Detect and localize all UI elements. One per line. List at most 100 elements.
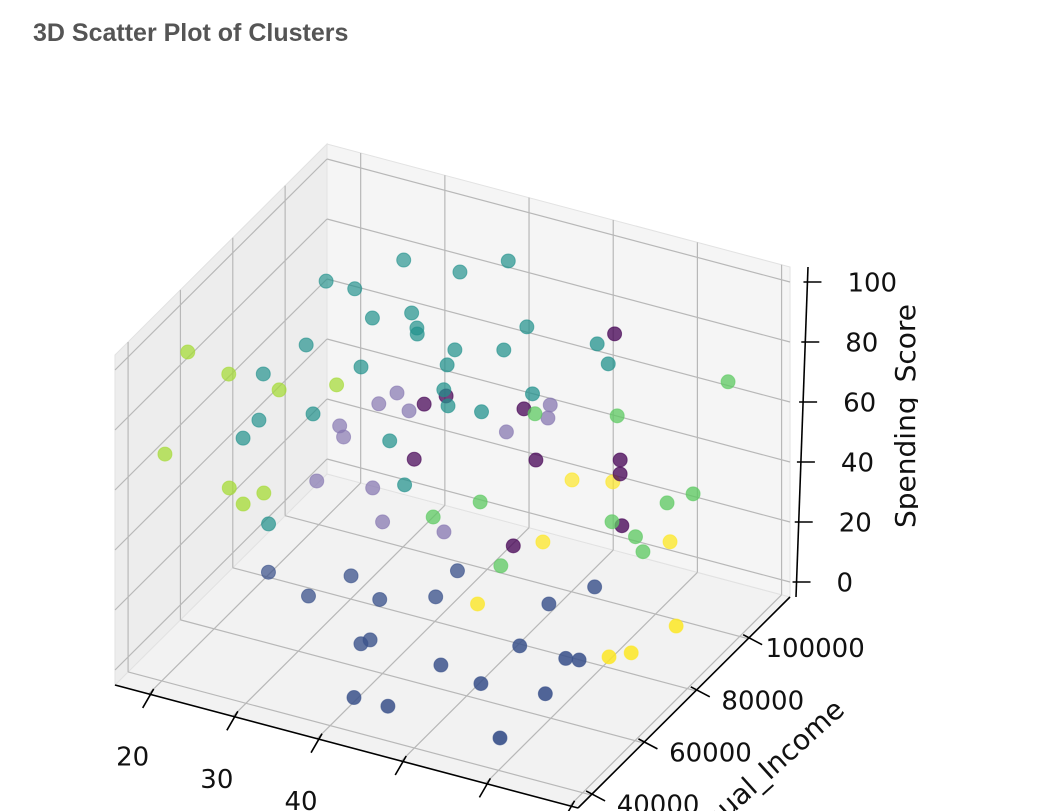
grid-line (148, 482, 362, 695)
point (409, 326, 425, 342)
point (396, 252, 412, 268)
point (428, 589, 444, 605)
point (180, 344, 196, 360)
y-tick (638, 738, 658, 750)
point (601, 649, 617, 665)
point (607, 326, 623, 342)
point (260, 564, 276, 580)
point (439, 357, 455, 373)
grid-line (400, 549, 614, 762)
z-tick-label: 40 (841, 449, 874, 479)
z-label-clip: Spending_Score (889, 304, 922, 528)
point (300, 588, 316, 604)
y-tick (742, 633, 763, 646)
chart-title: 3D Scatter Plot of Clusters (33, 19, 348, 47)
point (505, 538, 521, 554)
x-tick-label: 20 (116, 742, 149, 772)
grid-line (326, 278, 791, 403)
point (473, 676, 489, 692)
point (635, 544, 651, 560)
point (372, 591, 388, 607)
point (406, 451, 422, 467)
point (380, 698, 396, 714)
z-axis-label: Spending_Score (889, 304, 922, 528)
point (343, 568, 359, 584)
grid-line (127, 671, 592, 796)
y-tick-label: 60000 (669, 738, 752, 768)
point (449, 563, 465, 579)
grid-line (114, 278, 328, 491)
y-tick (690, 686, 711, 698)
point (371, 396, 387, 412)
point (720, 374, 736, 390)
y-tick (585, 790, 606, 802)
z-tick-label: 100 (847, 269, 897, 299)
point (604, 514, 620, 530)
point (541, 596, 557, 612)
grid-line (232, 567, 696, 692)
x-tick (141, 688, 155, 709)
point (535, 534, 551, 550)
point (589, 336, 605, 352)
z-tick-label: 80 (845, 329, 878, 359)
point (500, 253, 516, 269)
point (685, 486, 701, 502)
point (251, 412, 267, 428)
point (600, 356, 616, 372)
grid-line (114, 458, 328, 671)
point (157, 446, 173, 462)
point (382, 433, 398, 449)
point (474, 404, 490, 420)
point (447, 342, 463, 358)
point (404, 305, 420, 321)
grid-line (114, 218, 328, 431)
point (612, 466, 628, 482)
point (397, 477, 413, 493)
point (527, 406, 543, 422)
point (298, 337, 314, 353)
point (221, 366, 237, 382)
point (353, 359, 369, 375)
point (346, 690, 362, 706)
point (389, 385, 405, 401)
grid-line (284, 515, 749, 640)
point (375, 514, 391, 530)
point (309, 473, 325, 489)
x-tick (310, 733, 323, 754)
grid-line (180, 619, 644, 744)
z-axis-line (795, 266, 809, 598)
grid-line (569, 594, 783, 807)
grid-line (484, 571, 698, 784)
back-pane (326, 143, 791, 598)
point (662, 534, 678, 550)
grid-line (114, 158, 328, 371)
point (558, 650, 574, 666)
point (401, 403, 417, 419)
point (493, 558, 509, 574)
x-tick-label: 50 (369, 810, 402, 811)
grid-line (326, 158, 791, 283)
grid-line (326, 398, 791, 523)
point (318, 273, 334, 289)
grid-line (114, 338, 328, 551)
point (436, 524, 452, 540)
point (612, 452, 628, 468)
point (571, 652, 587, 668)
y-tick-label: 100000 (765, 634, 864, 664)
x-tick-label: 30 (200, 765, 233, 795)
point (519, 319, 535, 335)
point (305, 406, 321, 422)
point (235, 430, 251, 446)
x-tick (394, 755, 407, 776)
x-tick (478, 777, 492, 798)
grid-line (326, 338, 791, 463)
point (255, 366, 271, 382)
point (436, 382, 452, 398)
grid-line (232, 504, 446, 717)
point (659, 495, 675, 511)
point (492, 730, 508, 746)
y-tick-label: 80000 (721, 686, 804, 716)
point (416, 396, 432, 412)
